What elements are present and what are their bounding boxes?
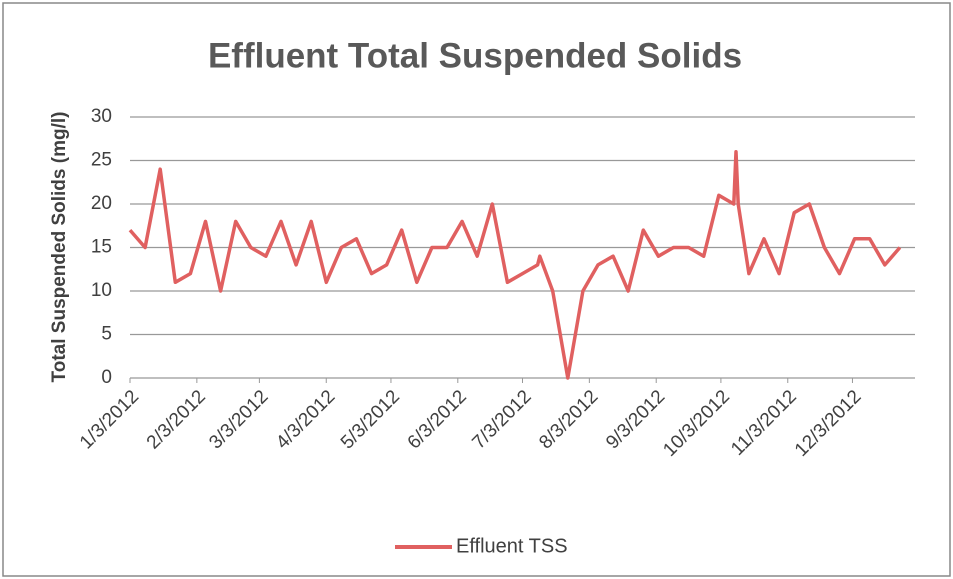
y-tick-label: 30 [91,106,112,127]
y-tick-label: 25 [91,150,112,171]
y-tick-label: 0 [101,367,112,388]
y-tick-label: 10 [91,280,112,301]
data-line [128,150,902,380]
y-tick-label: 15 [91,237,112,258]
y-axis-label: Total Suspended Solids (mg/l) [49,112,70,383]
legend-label: Effluent TSS [456,535,568,557]
y-tick-label: 20 [91,193,112,214]
y-tick-label: 5 [101,324,112,345]
chart-title: Effluent Total Suspended Solids [208,36,742,75]
